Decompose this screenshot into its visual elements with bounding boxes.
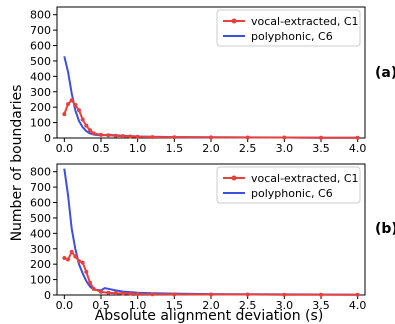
series-point [99, 132, 103, 137]
series-point [282, 292, 287, 297]
y-tick-label: 500 [30, 55, 51, 68]
series-point [355, 292, 360, 297]
x-tick-label: 1.5 [166, 142, 184, 155]
panel-b: 0 100 200 300 400 500 600 700 800 0.0 0.5 1.0 1.5 2.0… [30, 163, 395, 312]
series-point [319, 135, 323, 140]
series-point [77, 108, 81, 113]
series-point [150, 292, 155, 297]
x-tick-label: 1.0 [129, 299, 147, 312]
series-point [91, 131, 96, 136]
y-tick-label: 300 [30, 243, 51, 256]
y-tick-label: 800 [30, 9, 51, 22]
x-tick-label: 0.5 [92, 142, 110, 155]
series-point [91, 286, 96, 291]
series-point [84, 123, 89, 128]
x-tick-label: 2.5 [239, 142, 257, 155]
series-point [245, 292, 250, 297]
legend-box [216, 166, 361, 204]
series-point [113, 291, 118, 296]
x-axis-title: Absolute alignment deviation (s) [95, 308, 324, 324]
series-point [128, 134, 133, 139]
series-point [121, 134, 125, 139]
y-tick-label: 400 [30, 227, 51, 240]
legend-entry: polyphonic, C6 [251, 30, 333, 43]
series-point [62, 256, 67, 261]
series-point [135, 134, 140, 139]
y-tick-label: 200 [30, 258, 51, 271]
legend-entry: vocal-extracted, C1 [251, 15, 359, 28]
series-point [80, 117, 85, 122]
series-point [172, 292, 177, 297]
series-point [73, 254, 78, 259]
series-point [355, 135, 360, 140]
series-point [62, 112, 67, 117]
series-point [128, 291, 133, 296]
series-point [88, 280, 92, 285]
legend-entry: polyphonic, C6 [251, 187, 333, 200]
series-point [319, 292, 323, 297]
series-point [77, 259, 81, 264]
x-tick-label: 2.0 [202, 142, 220, 155]
series-point [73, 102, 78, 107]
legend-marker [231, 18, 237, 24]
x-tick-label: 3.0 [276, 142, 294, 155]
series-point [69, 249, 74, 254]
series-point [245, 135, 250, 140]
series-point [99, 289, 103, 294]
series-point [172, 135, 177, 140]
x-tick-label: 3.5 [312, 299, 330, 312]
x-tick-label: 1.5 [166, 299, 184, 312]
series-point [209, 292, 213, 297]
x-tick-label: 2.5 [239, 299, 257, 312]
y-tick-label: 0 [44, 289, 51, 302]
series-point [135, 292, 140, 297]
series-line [63, 250, 358, 296]
x-tick-label: 4.0 [349, 299, 367, 312]
x-tick-label: 1.0 [129, 142, 147, 155]
x-tick-label: 0.0 [56, 142, 74, 155]
series-point [150, 135, 155, 140]
series-point [88, 128, 92, 133]
legend-box [216, 9, 361, 47]
series-point [66, 102, 70, 107]
y-tick-label: 200 [30, 101, 51, 114]
series-point [106, 290, 111, 295]
x-tick-label: 3.0 [276, 299, 294, 312]
legend-entry: vocal-extracted, C1 [251, 172, 359, 185]
y-tick-label: 700 [30, 181, 51, 194]
series-point [106, 133, 111, 138]
series-point [209, 135, 213, 140]
y-tick-label: 800 [30, 166, 51, 179]
y-tick-label: 400 [30, 70, 51, 83]
series-point [80, 260, 85, 265]
panel-tag: (a) [375, 65, 395, 81]
y-tick-label: 600 [30, 40, 51, 53]
x-tick-label: 0.5 [92, 299, 110, 312]
x-tick-label: 0.0 [56, 299, 74, 312]
panel-tag: (b) [375, 221, 395, 237]
series-line [63, 99, 358, 139]
series-point [113, 133, 118, 138]
series-point [282, 135, 287, 140]
x-tick-label: 2.0 [202, 299, 220, 312]
legend-marker [231, 175, 237, 181]
y-tick-label: 600 [30, 197, 51, 210]
y-tick-label: 300 [30, 86, 51, 99]
x-tick-label: 4.0 [349, 142, 367, 155]
series-point [121, 291, 125, 296]
y-tick-label: 500 [30, 212, 51, 225]
x-tick-label: 3.5 [312, 142, 330, 155]
panel-a: 0 100 200 300 400 500 600 700 800 0.0 0.5 1.0 1.5 2.0… [30, 6, 395, 155]
series-point [84, 269, 89, 274]
series-point [66, 257, 70, 262]
series-point [69, 98, 74, 103]
y-tick-label: 700 [30, 24, 51, 37]
y-tick-label: 100 [30, 117, 51, 130]
y-tick-label: 0 [44, 132, 51, 145]
y-tick-label: 100 [30, 274, 51, 287]
y-axis-title: Number of boundaries [9, 85, 25, 242]
